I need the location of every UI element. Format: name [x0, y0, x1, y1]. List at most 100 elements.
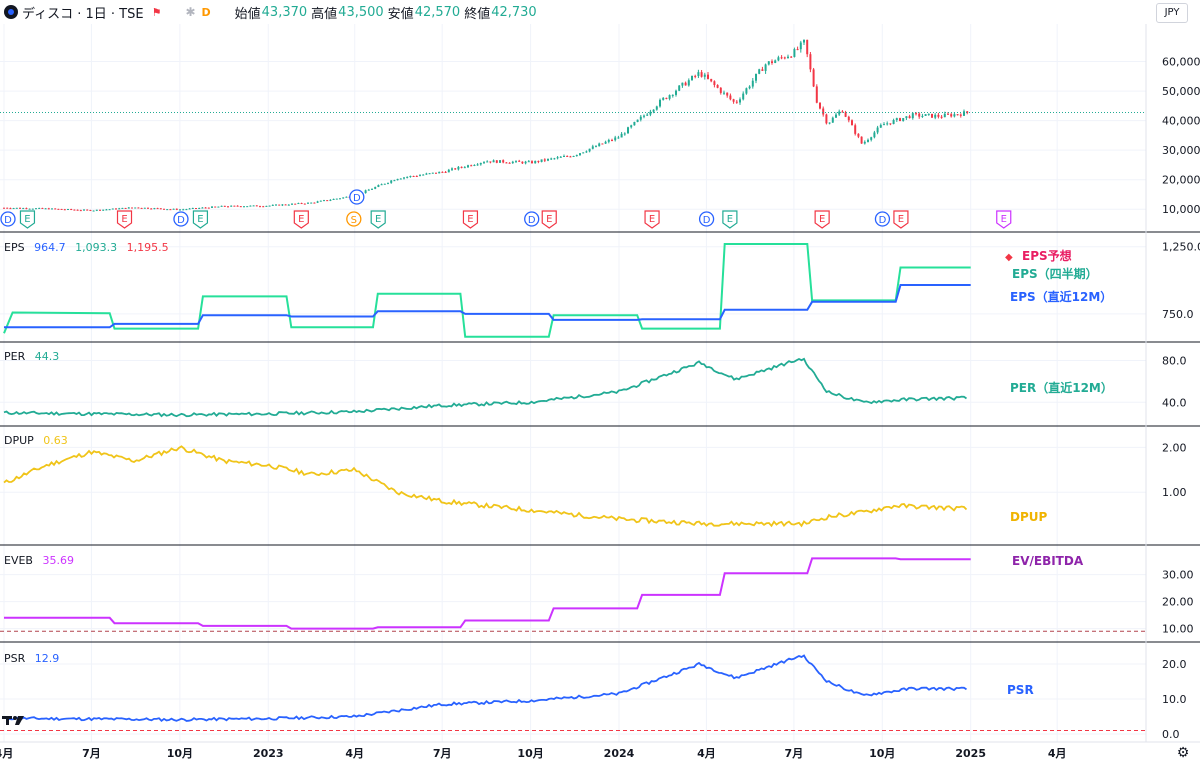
eps-quarter-label: EPS（四半期） [1012, 266, 1098, 281]
event-marker-label: E [819, 214, 825, 225]
eveb-legend-value: 35.69 [42, 554, 74, 567]
y-tick-label: 1,250.0 [1162, 241, 1200, 254]
candle-body [127, 207, 130, 209]
candle-body [918, 113, 921, 117]
candle-body [335, 198, 338, 200]
per-legend[interactable]: PER 44.3 [4, 350, 65, 363]
eveb-line [4, 557, 971, 630]
candle-body [563, 156, 565, 158]
candle-body [835, 114, 837, 118]
candle-body [524, 161, 527, 164]
candle-body [508, 162, 511, 164]
eveb-legend[interactable]: EVEB 35.69 [4, 554, 80, 567]
candle-body [291, 203, 293, 205]
candle-body [796, 49, 799, 51]
eps-legend[interactable]: EPS 964.7 1,093.3 1,195.5 [4, 241, 175, 254]
flag-icon[interactable]: ⚑ [151, 5, 162, 19]
candle-body [198, 208, 201, 210]
candle-body [787, 56, 789, 59]
candle-body [134, 207, 137, 209]
event-marker-label: S [351, 215, 357, 226]
candle-body [121, 207, 124, 209]
candle-body [908, 116, 911, 119]
symbol-title[interactable]: ディスコ · 1日 · TSE [22, 6, 144, 22]
candle-body [41, 207, 44, 209]
ohlc-low-value: 42,570 [414, 4, 461, 20]
candle-body [294, 203, 297, 205]
symbol-logo-icon [4, 5, 18, 19]
candle-body [51, 208, 53, 210]
candle-body [451, 168, 453, 170]
candle-body [236, 205, 239, 207]
candle-body [159, 208, 162, 210]
event-marker-label: E [546, 214, 552, 225]
candle-body [700, 72, 703, 77]
x-tick-label: 4月 [697, 747, 716, 760]
candle-body [697, 72, 700, 76]
candle-body [774, 60, 777, 63]
candle-body [767, 61, 770, 65]
candle-body [380, 184, 383, 186]
settings-gear-icon[interactable]: ⚙ [1176, 745, 1190, 761]
candle-body [438, 171, 441, 174]
candle-body [899, 118, 901, 121]
y-tick-label: 40,000 [1162, 115, 1200, 128]
candle-body [153, 208, 156, 210]
candle-body [815, 86, 818, 103]
candle-body [543, 159, 546, 161]
candle-body [9, 208, 12, 210]
candle-body [620, 133, 623, 138]
event-marker-label: D [4, 215, 12, 226]
psr-legend[interactable]: PSR 12.9 [4, 652, 65, 665]
candle-body [649, 111, 652, 115]
tradingview-logo-part [15, 716, 24, 725]
candle-body [860, 136, 863, 144]
x-tick-label: 4月 [0, 747, 13, 760]
candle-body [390, 180, 393, 183]
candle-body [166, 209, 169, 211]
candle-body [185, 209, 188, 211]
asterisk-icon[interactable]: ✱ [185, 5, 196, 19]
candle-body [950, 114, 953, 117]
event-marker-label: E [121, 214, 127, 225]
candle-body [316, 201, 319, 203]
dividend-marker [349, 189, 365, 205]
candle-body [755, 73, 757, 81]
tradingview-logo-part [6, 716, 9, 725]
candle-body [665, 97, 668, 99]
candle-body [371, 188, 373, 190]
candle-body [307, 202, 309, 204]
candle-body [22, 208, 25, 210]
candle-body [220, 205, 223, 207]
candle-body [255, 205, 258, 207]
candle-body [275, 204, 277, 206]
candle-body [243, 206, 245, 208]
earnings-marker [814, 210, 830, 229]
candle-body [140, 207, 143, 209]
ohlc-low-label: 安値 [387, 6, 414, 22]
candle-body [505, 162, 508, 164]
candle-body [492, 160, 495, 163]
y-tick-label: 30.00 [1162, 569, 1194, 582]
dpup-line [3, 445, 968, 528]
ohlc-open-label: 始値 [234, 6, 261, 22]
candle-body [748, 86, 751, 89]
eps-ttm-label: EPS（直近12M） [1010, 289, 1112, 304]
event-marker-label: D [353, 193, 361, 204]
candle-body [780, 57, 783, 59]
event-marker-label: D [879, 215, 887, 226]
currency-button[interactable]: JPY [1156, 3, 1188, 23]
dpup-legend[interactable]: DPUP 0.63 [4, 434, 74, 447]
candle-body [742, 93, 745, 100]
candle-body [739, 99, 741, 103]
per-series-label: PER（直近12M） [1010, 380, 1113, 395]
candle-body [799, 42, 802, 50]
candle-body [342, 197, 345, 199]
candle-body [521, 161, 524, 164]
candle-body [329, 199, 332, 201]
candle-body [614, 137, 617, 141]
candle-body [758, 69, 761, 74]
earnings-marker [996, 210, 1012, 229]
candle-body [268, 205, 271, 207]
